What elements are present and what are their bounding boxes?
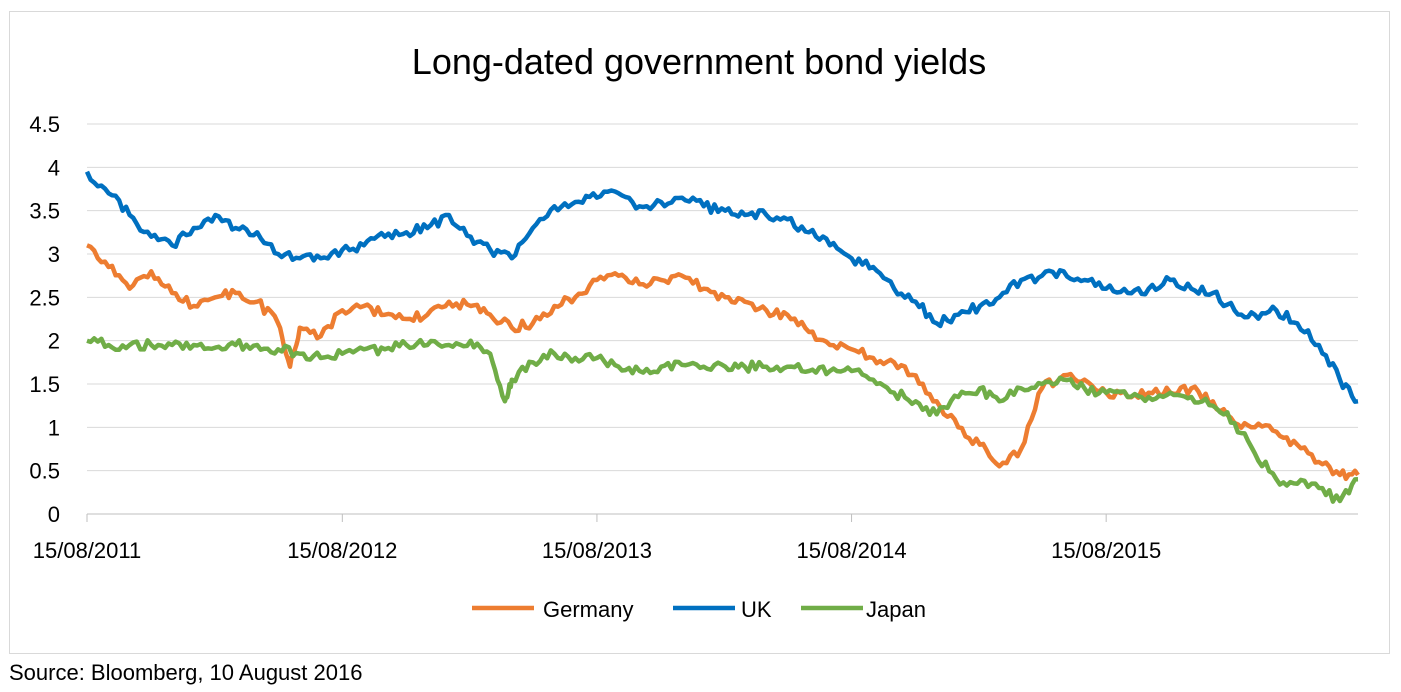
series-line-japan [86, 336, 1359, 504]
x-tick-label: 15/08/2013 [542, 538, 652, 563]
source-note: Source: Bloomberg, 10 August 2016 [9, 660, 363, 685]
y-tick-label: 2.5 [29, 285, 60, 310]
x-axis: 15/08/2011 15/08/2012 15/08/2013 15/08/2014… [33, 513, 1358, 563]
x-tick-label: 15/08/2011 [33, 538, 141, 563]
legend-label-uk: UK [741, 597, 772, 622]
x-tick-label: 15/08/2015 [1051, 538, 1161, 563]
y-tick-label: 4.5 [29, 112, 60, 137]
y-tick-label: 1.5 [29, 372, 60, 397]
y-tick-label: 1 [48, 415, 60, 440]
chart-frame [9, 11, 1390, 654]
y-axis-tick-labels: 0 0.5 1 1.5 2 2.5 3 3.5 4 4.5 [29, 112, 60, 527]
x-tick-label: 15/08/2014 [796, 538, 906, 563]
y-tick-label: 2 [48, 329, 60, 354]
chart-title: Long-dated government bond yields [412, 41, 986, 82]
x-tick-label: 15/08/2012 [287, 538, 397, 563]
y-tick-label: 0.5 [29, 459, 60, 484]
series-line-uk [84, 170, 1359, 404]
series-layer [84, 170, 1360, 504]
y-tick-label: 3 [48, 242, 60, 267]
legend-label-japan: Japan [866, 597, 926, 622]
y-tick-label: 3.5 [29, 199, 60, 224]
grid-lines [87, 123, 1358, 472]
legend: Germany UK Japan [472, 597, 926, 622]
y-tick-label: 0 [48, 502, 60, 527]
y-tick-label: 4 [48, 155, 60, 180]
legend-label-germany: Germany [543, 597, 633, 622]
